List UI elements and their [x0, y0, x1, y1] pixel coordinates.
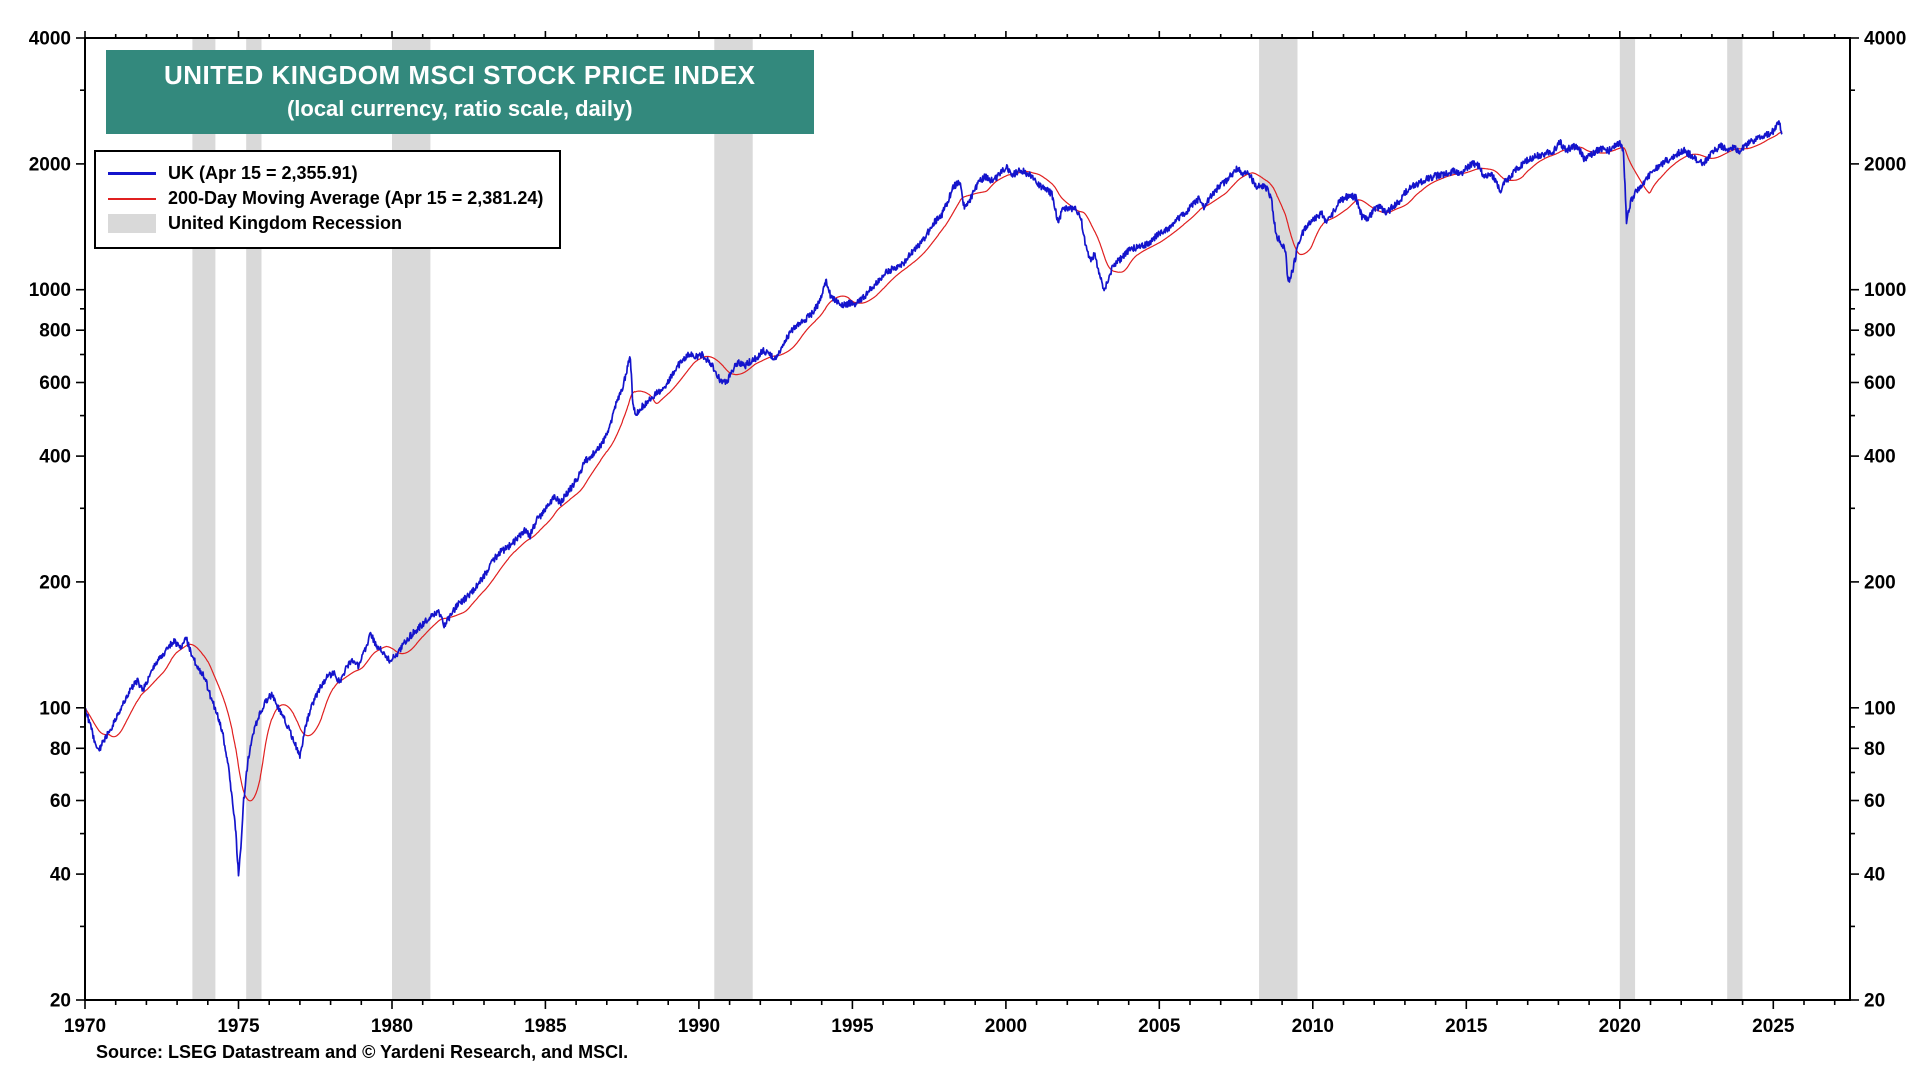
x-axis-labels: 1970 1975 1980 1985 1990 1995 2000 2005 2010 2015…	[64, 1016, 1795, 1037]
legend-recession-label: United Kingdom Recession	[168, 213, 403, 233]
svg-text:1970: 1970	[64, 1016, 106, 1037]
svg-text:800: 800	[39, 321, 71, 342]
svg-text:1980: 1980	[371, 1016, 413, 1037]
svg-text:60: 60	[50, 791, 71, 812]
svg-text:2000: 2000	[1864, 154, 1906, 175]
chart-subtitle: (local currency, ratio scale, daily)	[286, 96, 633, 121]
chart-title: UNITED KINGDOM MSCI STOCK PRICE INDEX	[164, 60, 756, 90]
svg-text:200: 200	[1864, 572, 1896, 593]
svg-text:20: 20	[1864, 991, 1885, 1012]
ma-line	[84, 131, 1783, 802]
svg-text:80: 80	[1864, 739, 1885, 760]
svg-text:2010: 2010	[1292, 1016, 1334, 1037]
svg-text:100: 100	[39, 698, 71, 719]
svg-text:100: 100	[1864, 698, 1896, 719]
uk-line	[84, 120, 1783, 877]
svg-text:4000: 4000	[1864, 29, 1906, 50]
recession-sample	[108, 214, 156, 233]
svg-text:1985: 1985	[524, 1016, 567, 1037]
svg-text:80: 80	[50, 739, 71, 760]
svg-text:200: 200	[39, 572, 71, 593]
svg-text:2000: 2000	[29, 154, 71, 175]
svg-text:800: 800	[1864, 321, 1896, 342]
source-text: Source: LSEG Datastream and © Yardeni Re…	[96, 1042, 629, 1062]
svg-text:1000: 1000	[1864, 280, 1906, 301]
svg-text:40: 40	[50, 865, 71, 886]
svg-text:2005: 2005	[1138, 1016, 1181, 1037]
legend-uk-label: UK (Apr 15 = 2,355.91)	[168, 163, 358, 183]
legend-item-uk: UK (Apr 15 = 2,355.91)	[108, 163, 543, 184]
svg-text:20: 20	[50, 991, 71, 1012]
ma-line-sample	[108, 197, 156, 200]
svg-text:600: 600	[1864, 373, 1896, 394]
svg-text:600: 600	[39, 373, 71, 394]
svg-text:2025: 2025	[1752, 1016, 1795, 1037]
svg-text:1975: 1975	[217, 1016, 260, 1037]
svg-text:2015: 2015	[1445, 1016, 1488, 1037]
uk-line-sample	[108, 172, 156, 175]
legend: UK (Apr 15 = 2,355.91) 200-Day Moving Av…	[94, 150, 562, 249]
svg-text:1990: 1990	[678, 1016, 720, 1037]
axis-ticks	[76, 31, 1859, 1009]
svg-text:1995: 1995	[831, 1016, 874, 1037]
legend-ma-label: 200-Day Moving Average (Apr 15 = 2,381.2…	[168, 188, 544, 208]
plot-border	[84, 37, 1851, 1001]
svg-text:400: 400	[1864, 447, 1896, 468]
title-box: UNITED KINGDOM MSCI STOCK PRICE INDEX (l…	[106, 50, 814, 134]
svg-text:60: 60	[1864, 791, 1885, 812]
svg-text:2020: 2020	[1599, 1016, 1641, 1037]
svg-text:1000: 1000	[29, 280, 71, 301]
legend-item-ma: 200-Day Moving Average (Apr 15 = 2,381.2…	[108, 188, 543, 209]
svg-text:4000: 4000	[29, 29, 71, 50]
legend-item-recession: United Kingdom Recession	[108, 213, 543, 234]
svg-text:40: 40	[1864, 865, 1885, 886]
y-axis-labels: 20 20 40 40 60 60 80 80 100 100 200 200 400 400 600 600…	[29, 29, 1907, 1012]
svg-text:400: 400	[39, 447, 71, 468]
svg-text:2000: 2000	[985, 1016, 1027, 1037]
